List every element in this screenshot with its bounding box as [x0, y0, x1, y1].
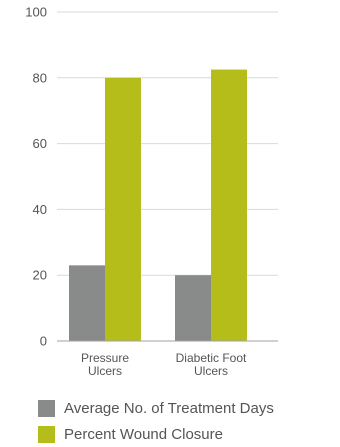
legend-swatch-wound-closure: [38, 425, 55, 443]
y-tick-label: 100: [25, 5, 47, 20]
y-tick-label: 0: [40, 334, 47, 349]
x-category-label: Diabetic Foot Ulcers: [176, 351, 247, 378]
bar-series-2-category-2: [211, 69, 247, 341]
y-tick-label: 20: [33, 268, 47, 283]
bar-series-1-category-2: [175, 275, 211, 341]
legend: Average No. of Treatment Days Percent Wo…: [38, 395, 274, 447]
legend-label-wound-closure: Percent Wound Closure: [64, 425, 223, 443]
legend-label-treatment-days: Average No. of Treatment Days: [64, 399, 274, 417]
x-axis-categories: Pressure Ulcers Diabetic Foot Ulcers: [81, 351, 247, 378]
x-category-label: Pressure Ulcers: [81, 351, 129, 378]
bar-series-2-category-1: [105, 77, 141, 342]
legend-swatch-treatment-days: [38, 399, 55, 417]
bar-chart: 0 20 40 60 80 100 Pressure Ulcers Diabetic Foot…: [25, 5, 278, 378]
legend-item-treatment-days: Average No. of Treatment Days: [38, 395, 274, 421]
y-axis-ticks: 0 20 40 60 80 100: [25, 5, 47, 349]
bars: [69, 69, 247, 342]
legend-item-wound-closure: Percent Wound Closure: [38, 421, 274, 447]
bar-series-1-category-1: [69, 265, 105, 341]
y-tick-label: 80: [33, 70, 47, 85]
y-tick-label: 40: [33, 202, 47, 217]
y-tick-label: 60: [33, 136, 47, 151]
